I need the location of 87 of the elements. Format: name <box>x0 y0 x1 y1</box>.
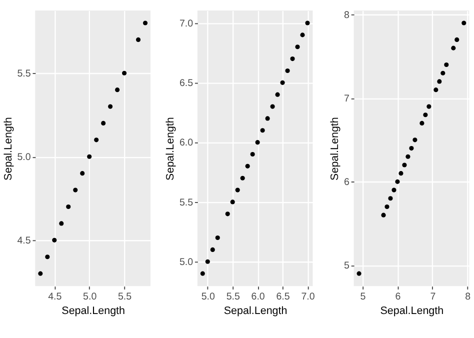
point <box>398 171 404 176</box>
y-axis-title: Sepal.Length <box>329 117 342 180</box>
y-tick-label: 7 <box>344 94 350 105</box>
x-axis-title: Sepal.Length <box>224 304 288 317</box>
point <box>87 154 92 159</box>
point <box>230 200 235 204</box>
point <box>384 204 390 210</box>
point <box>45 254 50 260</box>
y-tick-label: 6 <box>344 177 350 188</box>
x-tick-label: 5.5 <box>226 291 240 302</box>
x-tick-label: 6.5 <box>276 291 290 302</box>
x-axis-title: Sepal.Length <box>380 304 444 317</box>
point <box>440 70 446 76</box>
point <box>300 32 305 38</box>
point <box>245 164 250 168</box>
point <box>295 44 300 50</box>
point <box>444 62 449 68</box>
y-tick-label: 5.0 <box>17 152 32 164</box>
point <box>225 212 230 216</box>
x-tick-label: 7 <box>430 291 436 302</box>
point <box>409 146 414 151</box>
point <box>59 221 64 226</box>
y-axis-title: Sepal.Length <box>2 117 14 180</box>
point <box>406 154 410 159</box>
point <box>142 20 148 26</box>
point <box>275 92 280 97</box>
point <box>255 140 260 145</box>
point <box>122 70 127 76</box>
point <box>388 196 393 201</box>
point <box>462 20 466 26</box>
x-axis-title: Sepal.Length <box>62 304 126 317</box>
x-tick-label: 5.0 <box>201 291 216 302</box>
point <box>108 104 113 109</box>
x-tick-label: 6 <box>395 291 401 302</box>
point <box>205 259 210 264</box>
point <box>454 37 460 42</box>
x-tick-label: 5 <box>360 291 366 302</box>
point <box>66 204 71 210</box>
point <box>265 116 270 121</box>
point <box>270 104 275 109</box>
x-tick-label: 5.5 <box>118 291 132 302</box>
point <box>94 138 99 142</box>
point <box>423 112 428 118</box>
point <box>426 104 432 109</box>
point <box>395 179 400 184</box>
point <box>210 247 215 252</box>
x-tick-label: 4.5 <box>48 291 62 302</box>
y-tick-label: 5.5 <box>17 68 32 80</box>
y-axis-title: Sepal.Length <box>164 117 177 180</box>
point <box>115 88 120 92</box>
point <box>285 68 290 74</box>
y-tick-label: 6.0 <box>179 138 194 149</box>
y-tick-label: 8 <box>344 10 350 22</box>
x-tick-label: 7.0 <box>301 291 316 302</box>
y-tick-label: 7.0 <box>179 18 194 30</box>
point <box>437 79 442 84</box>
point <box>240 176 245 180</box>
y-tick-label: 5.5 <box>179 197 194 208</box>
point <box>412 138 418 142</box>
point <box>250 152 255 157</box>
y-tick-label: 6.5 <box>179 78 194 90</box>
point <box>290 56 295 62</box>
point <box>80 171 85 176</box>
x-tick-label: 8 <box>465 291 471 302</box>
point <box>381 212 386 218</box>
point <box>305 20 310 26</box>
y-tick-label: 4.5 <box>17 236 32 247</box>
point <box>420 120 424 126</box>
point <box>280 80 285 85</box>
point <box>200 271 205 276</box>
point <box>451 46 456 50</box>
point <box>38 271 43 276</box>
y-tick-label: 5.0 <box>179 257 194 268</box>
point <box>136 37 141 42</box>
point <box>73 188 78 192</box>
point <box>215 235 220 240</box>
point <box>434 88 438 92</box>
x-tick-label: 6.0 <box>251 291 266 302</box>
point <box>52 238 57 242</box>
point <box>260 128 265 133</box>
x-tick-label: 5.0 <box>83 291 98 302</box>
point <box>392 188 396 192</box>
point <box>101 120 106 126</box>
point <box>402 162 407 168</box>
point <box>356 271 362 276</box>
y-tick-label: 5 <box>344 260 350 272</box>
point <box>235 188 240 192</box>
